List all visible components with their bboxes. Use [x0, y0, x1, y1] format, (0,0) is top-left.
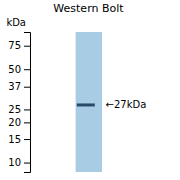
tick-label: 75 [8, 40, 21, 51]
chart: ←27kDa 10 15 20 25 37 50 75 kDa Western Bolt [0, 0, 180, 180]
tick-label: 10 [8, 157, 21, 168]
plot: ←27kDa 10 15 20 25 37 50 75 kDa Western Bolt [6, 2, 146, 173]
tick: 50 [8, 64, 30, 75]
tick-mark [24, 69, 30, 70]
axis-line [24, 33, 31, 173]
tick: 10 [8, 157, 30, 168]
tick-mark [24, 122, 30, 123]
band [77, 103, 95, 106]
tick-mark [24, 139, 30, 140]
tick-mark [24, 46, 30, 47]
tick: 15 [8, 134, 30, 145]
tick: 25 [8, 104, 30, 115]
data-label: ←27kDa [106, 99, 147, 110]
marks [76, 32, 102, 172]
tick-mark [24, 163, 30, 164]
blot [76, 32, 102, 172]
tick-mark [24, 87, 30, 88]
tick-label: 25 [8, 104, 21, 115]
tick: 75 [8, 40, 30, 51]
tick: 37 [8, 81, 30, 92]
axis-label: kDa [6, 17, 26, 28]
tick-label: 20 [8, 117, 21, 128]
tick-label: 37 [8, 81, 21, 92]
y-axis: 10 15 20 25 37 50 75 [8, 33, 30, 173]
title: Western Bolt [53, 2, 124, 15]
tick-label: 15 [8, 134, 21, 145]
tick-label: 50 [8, 64, 21, 75]
tick-mark [24, 109, 30, 110]
tick: 20 [8, 117, 30, 128]
